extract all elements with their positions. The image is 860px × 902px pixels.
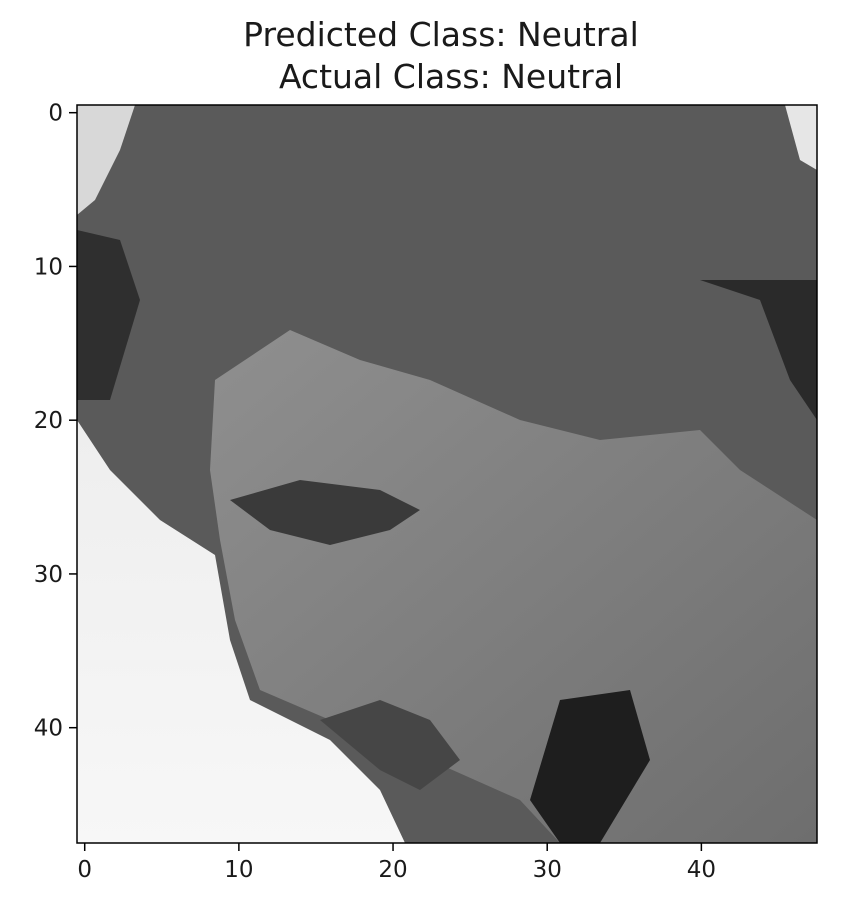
y-tick-label: 10 — [34, 254, 63, 280]
x-tick-label: 40 — [687, 857, 716, 883]
title-predicted: Predicted Class: Neutral — [243, 15, 639, 54]
x-tick-label: 20 — [378, 857, 407, 883]
y-axis: 0 10 20 30 40 — [34, 101, 77, 742]
chin-shadow — [530, 690, 650, 843]
hair-shadow-right — [700, 280, 817, 420]
y-tick-label: 40 — [34, 716, 63, 742]
x-axis: 0 10 20 30 40 — [77, 843, 716, 883]
plot-frame — [76, 104, 818, 844]
y-tick-label: 0 — [48, 101, 63, 127]
x-tick-label: 10 — [224, 857, 253, 883]
hair-shadow-left — [77, 230, 140, 400]
title-actual: Actual Class: Neutral — [279, 57, 623, 96]
background-corner-right — [785, 105, 817, 170]
y-tick-label: 20 — [34, 408, 63, 434]
y-tick-label: 30 — [34, 562, 63, 588]
background-region — [77, 420, 405, 843]
x-tick-label: 0 — [77, 857, 92, 883]
eye-region — [230, 480, 420, 545]
x-tick-label: 30 — [533, 857, 562, 883]
background-corner-left — [77, 105, 135, 215]
mouth-region — [320, 700, 460, 790]
grayscale-face-image — [77, 105, 817, 843]
